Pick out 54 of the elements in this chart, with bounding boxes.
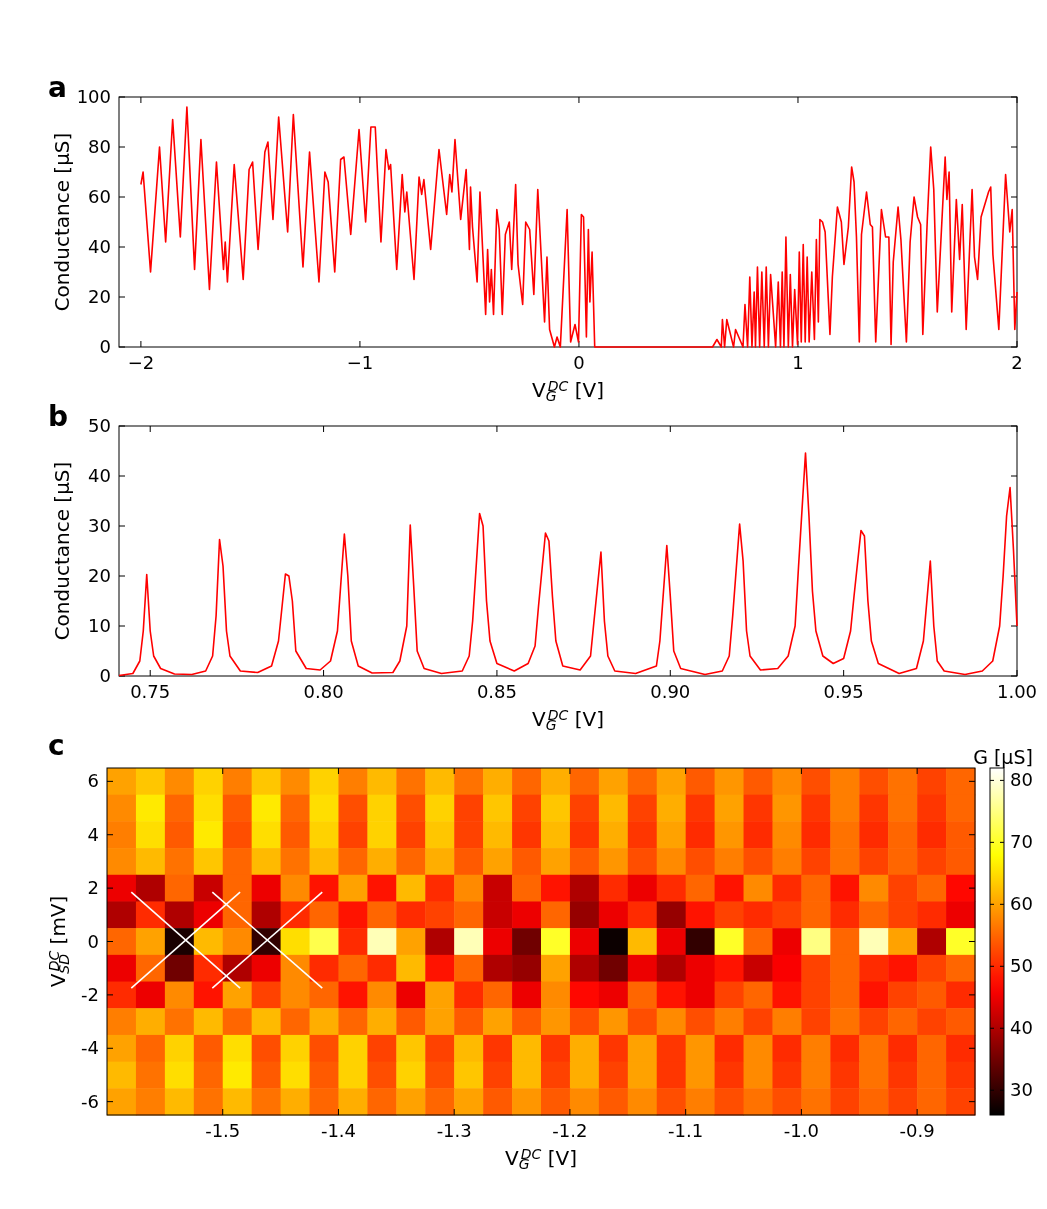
y-tick-label: 0: [99, 336, 111, 357]
y-tick-label: 60: [88, 186, 111, 207]
x-tick-label: -1.5: [205, 1120, 241, 1141]
y-tick-label: 40: [88, 236, 111, 257]
color-bar-label: 40: [1010, 1017, 1033, 1039]
x-tick-label: -1.0: [783, 1120, 819, 1141]
line-series: [118, 452, 1018, 677]
x-axis-title: V$_{G}$$^{DC}$ [V]: [504, 1145, 578, 1172]
y-tick-label: -2: [81, 983, 99, 1005]
color-bar-label: 80: [1010, 769, 1033, 791]
color-bar-label: 50: [1010, 955, 1033, 977]
x-tick-label: 0.90: [650, 681, 691, 702]
y-tick-label: 6: [87, 770, 99, 792]
x-tick-label: -0.9: [899, 1120, 935, 1141]
x-tick-label: −1: [346, 352, 374, 373]
x-tick-label: 0.75: [130, 681, 171, 702]
y-axis-title: Conductance [μS]: [50, 132, 74, 312]
x-tick-label: 0.85: [476, 681, 517, 702]
y-tick-label: 0: [87, 930, 99, 952]
x-tick-label: −2: [127, 352, 155, 373]
y-tick-label: 2: [87, 877, 99, 899]
color-bar-label: 70: [1010, 831, 1033, 853]
y-tick-label: -6: [81, 1090, 99, 1112]
x-tick-label: 0.95: [823, 681, 864, 702]
color-bar-label: 60: [1010, 893, 1033, 915]
y-tick-label: 80: [88, 136, 111, 157]
y-tick-label: 50: [88, 415, 111, 436]
y-tick-label: 4: [87, 823, 99, 845]
x-axis-title: V$_{G}$$^{DC}$ [V]: [531, 706, 605, 733]
x-tick-label: -1.2: [552, 1120, 588, 1141]
y-tick-label: 30: [88, 515, 111, 536]
x-tick-label: 2: [1011, 352, 1023, 373]
x-tick-label: 0.80: [303, 681, 344, 702]
y-tick-label: 10: [88, 615, 111, 636]
y-tick-label: -4: [81, 1037, 99, 1059]
color-bar-title: G [μS]: [973, 746, 1033, 768]
y-tick-label: 20: [88, 565, 111, 586]
x-tick-label: 0: [573, 352, 585, 373]
y-tick-label: 0: [99, 665, 111, 686]
y-tick-label: 100: [76, 86, 111, 107]
chart-title: b: [48, 400, 69, 433]
x-tick-label: 1: [792, 352, 804, 373]
color-bar-label: 30: [1010, 1079, 1033, 1101]
x-tick-label: -1.1: [668, 1120, 704, 1141]
x-tick-label: 1.00: [996, 681, 1038, 702]
chart-title: c: [48, 729, 65, 762]
y-tick-label: 20: [88, 286, 111, 307]
x-tick-label: -1.4: [320, 1120, 357, 1141]
x-axis-title: V$_{G}$$^{DC}$ [V]: [531, 377, 605, 404]
y-tick-label: 40: [88, 465, 111, 486]
line-series: [140, 106, 1018, 348]
x-tick-label: -1.3: [436, 1120, 472, 1141]
y-axis-title: Conductance [μS]: [50, 461, 74, 641]
chart-title: a: [48, 71, 67, 104]
